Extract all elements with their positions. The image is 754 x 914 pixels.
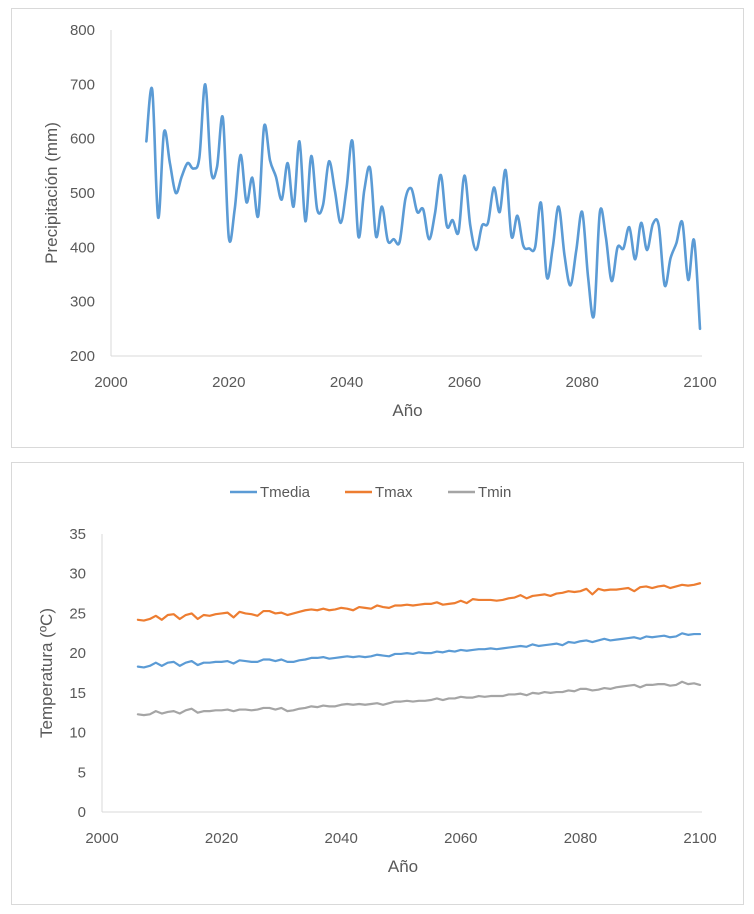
temperature-chart: Tmedia Tmax Tmin 0 5 10 15 20 25 30 35 2000 2020 20… bbox=[37, 484, 717, 876]
y-tick-label: 35 bbox=[69, 526, 86, 543]
series-line bbox=[145, 83, 702, 331]
x-tick-label: 2000 bbox=[85, 830, 118, 847]
legend-label: Tmin bbox=[478, 484, 511, 501]
y-tick-label: 200 bbox=[70, 348, 95, 365]
y-tick-label: 500 bbox=[70, 185, 95, 202]
x-tick-label: 2020 bbox=[212, 374, 245, 391]
y-axis-title: Precipitación (mm) bbox=[42, 122, 61, 264]
x-axis-title: Año bbox=[388, 857, 418, 876]
y-tick-label: 400 bbox=[70, 239, 95, 256]
temperature-chart-frame bbox=[11, 462, 744, 905]
y-axis-title: Temperatura (ºC) bbox=[37, 608, 56, 738]
legend-item-tmin: Tmin bbox=[448, 484, 511, 501]
y-tick-label: 700 bbox=[70, 76, 95, 93]
legend-item-tmax: Tmax bbox=[345, 484, 413, 501]
x-tick-label: 2020 bbox=[205, 830, 238, 847]
y-tick-label: 0 bbox=[78, 804, 86, 821]
y-tick-label: 25 bbox=[69, 605, 86, 622]
series-tmedia bbox=[136, 632, 702, 669]
series-precipitación bbox=[145, 83, 702, 331]
x-tick-label: 2040 bbox=[330, 374, 363, 391]
y-tick-label: 300 bbox=[70, 294, 95, 311]
legend-label: Tmedia bbox=[260, 484, 311, 501]
series-tmin bbox=[136, 680, 702, 717]
x-tick-label: 2000 bbox=[94, 374, 127, 391]
x-tick-label: 2060 bbox=[448, 374, 481, 391]
x-tick-label: 2080 bbox=[564, 830, 597, 847]
legend: Tmedia Tmax Tmin bbox=[230, 484, 511, 501]
x-axis-title: Año bbox=[392, 401, 422, 420]
x-tick-label: 2080 bbox=[566, 374, 599, 391]
x-tick-label: 2100 bbox=[683, 374, 716, 391]
y-tick-label: 15 bbox=[69, 685, 86, 702]
legend-label: Tmax bbox=[375, 484, 413, 501]
series-tmax bbox=[136, 582, 702, 622]
x-tick-label: 2060 bbox=[444, 830, 477, 847]
x-tick-label: 2100 bbox=[683, 830, 716, 847]
y-tick-label: 600 bbox=[70, 131, 95, 148]
y-tick-label: 30 bbox=[69, 566, 86, 583]
y-tick-label: 5 bbox=[78, 764, 86, 781]
y-tick-label: 10 bbox=[69, 725, 86, 742]
series-line bbox=[136, 680, 702, 717]
series-line bbox=[136, 632, 702, 669]
series-line bbox=[136, 582, 702, 622]
precipitation-chart: 200 300 400 500 600 700 800 2000 2020 2040 2060 20… bbox=[42, 22, 717, 420]
y-tick-label: 20 bbox=[69, 645, 86, 662]
y-tick-label: 800 bbox=[70, 22, 95, 39]
x-tick-label: 2040 bbox=[325, 830, 358, 847]
legend-item-tmedia: Tmedia bbox=[230, 484, 311, 501]
